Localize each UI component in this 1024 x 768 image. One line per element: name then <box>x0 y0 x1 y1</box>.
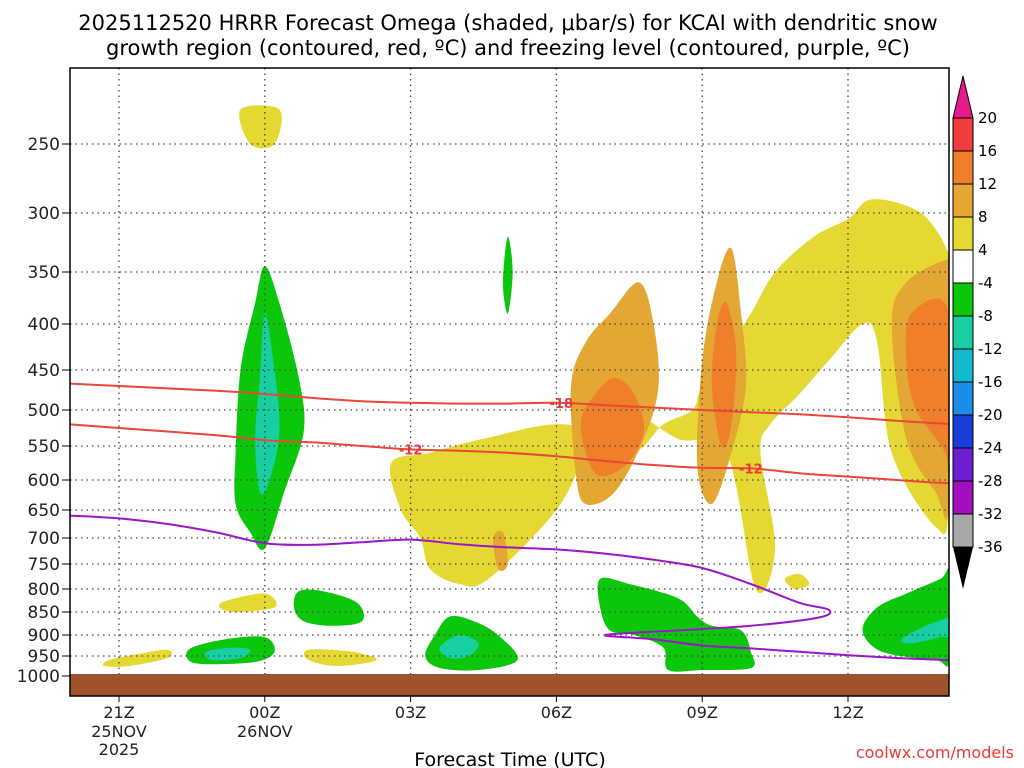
colorbar-swatch <box>952 480 974 515</box>
x-tick-label: 03Z <box>395 703 426 722</box>
shade-yellow-950-21z <box>102 649 172 667</box>
contour-label-dgz-lower: -12 <box>399 443 423 458</box>
y-tick-label: 550 <box>28 437 60 457</box>
y-tick-label: 650 <box>28 501 60 521</box>
shade-deep-orange-13z <box>905 298 949 499</box>
x-tick-year: 2025 <box>99 740 140 759</box>
colorbar-swatch <box>952 117 974 152</box>
x-tick-label: 12Z <box>832 703 863 722</box>
shade-green-1730z <box>502 236 513 314</box>
colorbar-swatch <box>952 183 974 218</box>
colorbar-label: -32 <box>978 505 1003 523</box>
colorbar-label: 8 <box>978 208 988 226</box>
contour-label-dgz-upper: -18 <box>550 397 574 412</box>
colorbar-swatch <box>952 414 974 449</box>
credit-text: coolwx.com/models <box>856 743 1014 762</box>
plot-frame <box>69 67 950 697</box>
colorbar-swatch <box>952 315 974 350</box>
colorbar-label: -24 <box>978 439 1003 457</box>
colorbar-label: -28 <box>978 472 1003 490</box>
x-tick-date: 26NOV <box>237 722 293 741</box>
colorbar-label: -4 <box>978 274 993 292</box>
y-tick-label: 400 <box>28 315 60 335</box>
colorbar-swatch <box>952 249 974 284</box>
y-tick-label: 350 <box>28 263 60 283</box>
ground-layer <box>70 674 949 696</box>
contour-freezing-level <box>70 514 949 662</box>
shade-yellow-790-11z <box>784 573 810 590</box>
contour-dgz-lower <box>70 423 949 485</box>
shade-orange-04z-750 <box>493 530 508 571</box>
shade-teal-925-04z <box>439 634 479 659</box>
colorbar-label: -12 <box>978 340 1003 358</box>
colorbar-label: 20 <box>978 109 997 127</box>
x-tick-label: 21Z <box>103 703 134 722</box>
x-tick-label: 06Z <box>541 703 572 722</box>
shade-green-13z <box>862 568 949 667</box>
y-tick-label: 850 <box>28 603 60 623</box>
grid-lines <box>70 68 949 696</box>
ground-surface <box>70 674 949 696</box>
shade-teal-core-00z <box>255 313 280 495</box>
colorbar-bottom-arrow <box>953 547 973 589</box>
shade-deep-orange-06z <box>580 378 645 477</box>
x-axis-label: Forecast Time (UTC) <box>414 749 605 768</box>
plot-area: -18 -12 -12 <box>69 67 950 697</box>
shade-yellow-940-01z <box>303 649 377 666</box>
colorbar-top-arrow <box>952 75 974 119</box>
colorbar-label: 12 <box>978 175 997 193</box>
contour-dgz-upper <box>70 382 949 425</box>
y-tick-label: 700 <box>28 529 60 549</box>
shade-green-850-00z <box>293 589 364 626</box>
colorbar-label: -16 <box>978 373 1003 391</box>
colorbar-swatch <box>952 282 974 317</box>
y-tick-label: 450 <box>28 361 60 381</box>
colorbar-label: -8 <box>978 307 993 325</box>
colorbar-swatch <box>952 348 974 383</box>
omega-shading-layer <box>102 105 949 672</box>
chart-title-line1: 2025112520 HRRR Forecast Omega (shaded, … <box>78 11 937 35</box>
y-tick-label: 900 <box>28 626 60 646</box>
shade-yellow-top <box>239 105 282 149</box>
contour-label-dgz-lower: -12 <box>739 462 763 477</box>
x-tick-label: 09Z <box>687 703 718 722</box>
colorbar-swatch <box>952 447 974 482</box>
colorbar-swatch <box>952 150 974 185</box>
y-axis: 250 300 350 400 450 500 550 600 650 700 750 800 850 9… <box>17 135 70 687</box>
colorbar-swatch <box>952 216 974 251</box>
y-tick-label: 800 <box>28 580 60 600</box>
shade-yellow-band-03z-06z <box>389 199 949 593</box>
x-tick-date: 25NOV <box>91 722 147 741</box>
contour-layer: -18 -12 -12 <box>70 382 949 662</box>
colorbar-label: -20 <box>978 406 1003 424</box>
colorbar-label: 16 <box>978 142 997 160</box>
y-tick-label: 600 <box>28 471 60 491</box>
colorbar: 20 16 12 8 4 -4 -8 -12 -16 -20 -24 -28 -32 -36 <box>952 75 1003 589</box>
y-tick-label: 750 <box>28 555 60 575</box>
colorbar-label: -36 <box>978 538 1003 556</box>
y-tick-label: 1000 <box>17 667 60 687</box>
y-tick-label: 500 <box>28 401 60 421</box>
shade-yellow-825-23z <box>218 593 277 613</box>
colorbar-swatch <box>952 513 974 548</box>
y-tick-label: 950 <box>28 647 60 667</box>
colorbar-swatch <box>952 381 974 416</box>
y-tick-label: 300 <box>28 204 60 224</box>
y-tick-label: 250 <box>28 135 60 155</box>
shade-teal-925-2130z <box>205 647 251 661</box>
chart-title-line2: growth region (contoured, red, ºC) and f… <box>106 36 910 60</box>
x-tick-label: 00Z <box>249 703 280 722</box>
colorbar-label: 4 <box>978 241 988 259</box>
shade-green-06z-09z <box>597 577 755 672</box>
